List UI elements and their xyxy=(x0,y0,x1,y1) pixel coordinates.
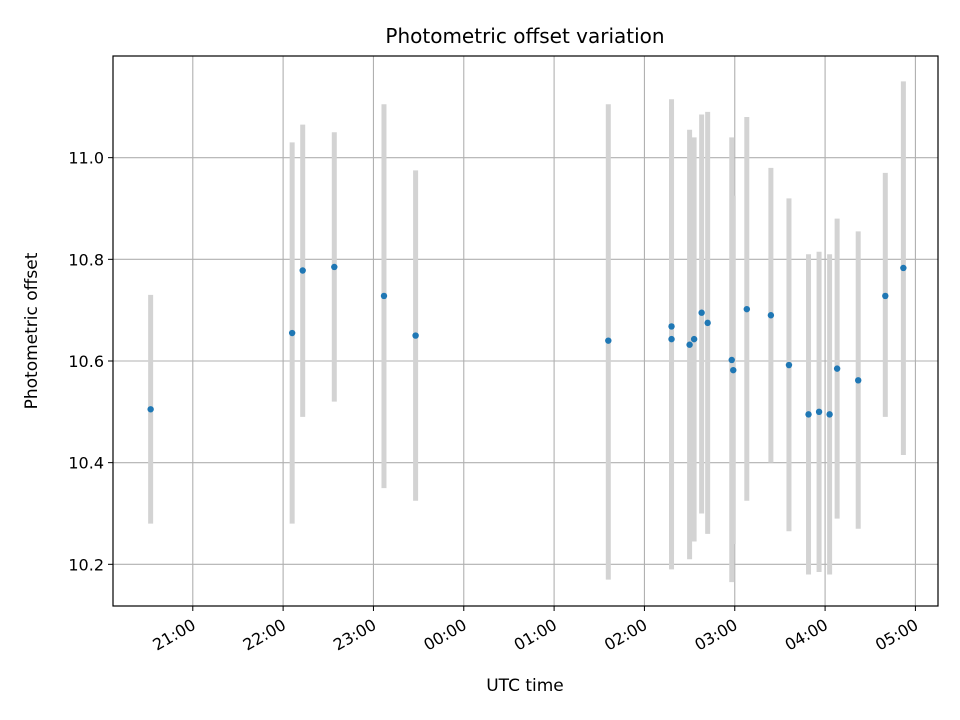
data-point xyxy=(855,377,862,384)
data-point xyxy=(882,292,889,300)
y-tick-label: 10.4 xyxy=(68,454,104,473)
y-axis-ticks: 10.2 10.4 10.6 10.8 11.0 xyxy=(68,149,113,574)
x-axis-label: UTC time xyxy=(486,676,564,696)
data-point xyxy=(730,366,737,374)
data-point xyxy=(815,408,823,416)
data-point xyxy=(380,292,388,300)
data-point xyxy=(805,411,812,418)
data-point xyxy=(826,411,833,418)
data-points xyxy=(147,263,907,418)
data-point xyxy=(412,332,419,339)
data-point xyxy=(743,305,751,313)
data-point xyxy=(704,319,711,327)
y-tick-label: 10.6 xyxy=(68,352,104,371)
data-point xyxy=(698,309,705,316)
grid-lines xyxy=(113,56,938,606)
chart-title: Photometric offset variation xyxy=(385,24,664,48)
data-point xyxy=(147,406,154,413)
data-point xyxy=(288,329,296,337)
data-point xyxy=(605,337,612,344)
data-point xyxy=(767,312,775,319)
y-tick-label: 10.2 xyxy=(68,555,104,574)
y-tick-label: 11.0 xyxy=(68,149,104,168)
y-axis-label: Photometric offset xyxy=(22,252,42,409)
data-point xyxy=(668,323,675,330)
data-point xyxy=(690,335,698,343)
data-point xyxy=(728,356,735,364)
data-point xyxy=(668,335,675,343)
data-point xyxy=(331,263,338,271)
data-point xyxy=(785,361,793,369)
data-point xyxy=(686,341,693,348)
data-point xyxy=(833,365,841,372)
plot-frame xyxy=(112,55,939,607)
data-point xyxy=(299,267,306,274)
data-point xyxy=(900,264,907,272)
y-tick-label: 10.8 xyxy=(68,250,104,269)
